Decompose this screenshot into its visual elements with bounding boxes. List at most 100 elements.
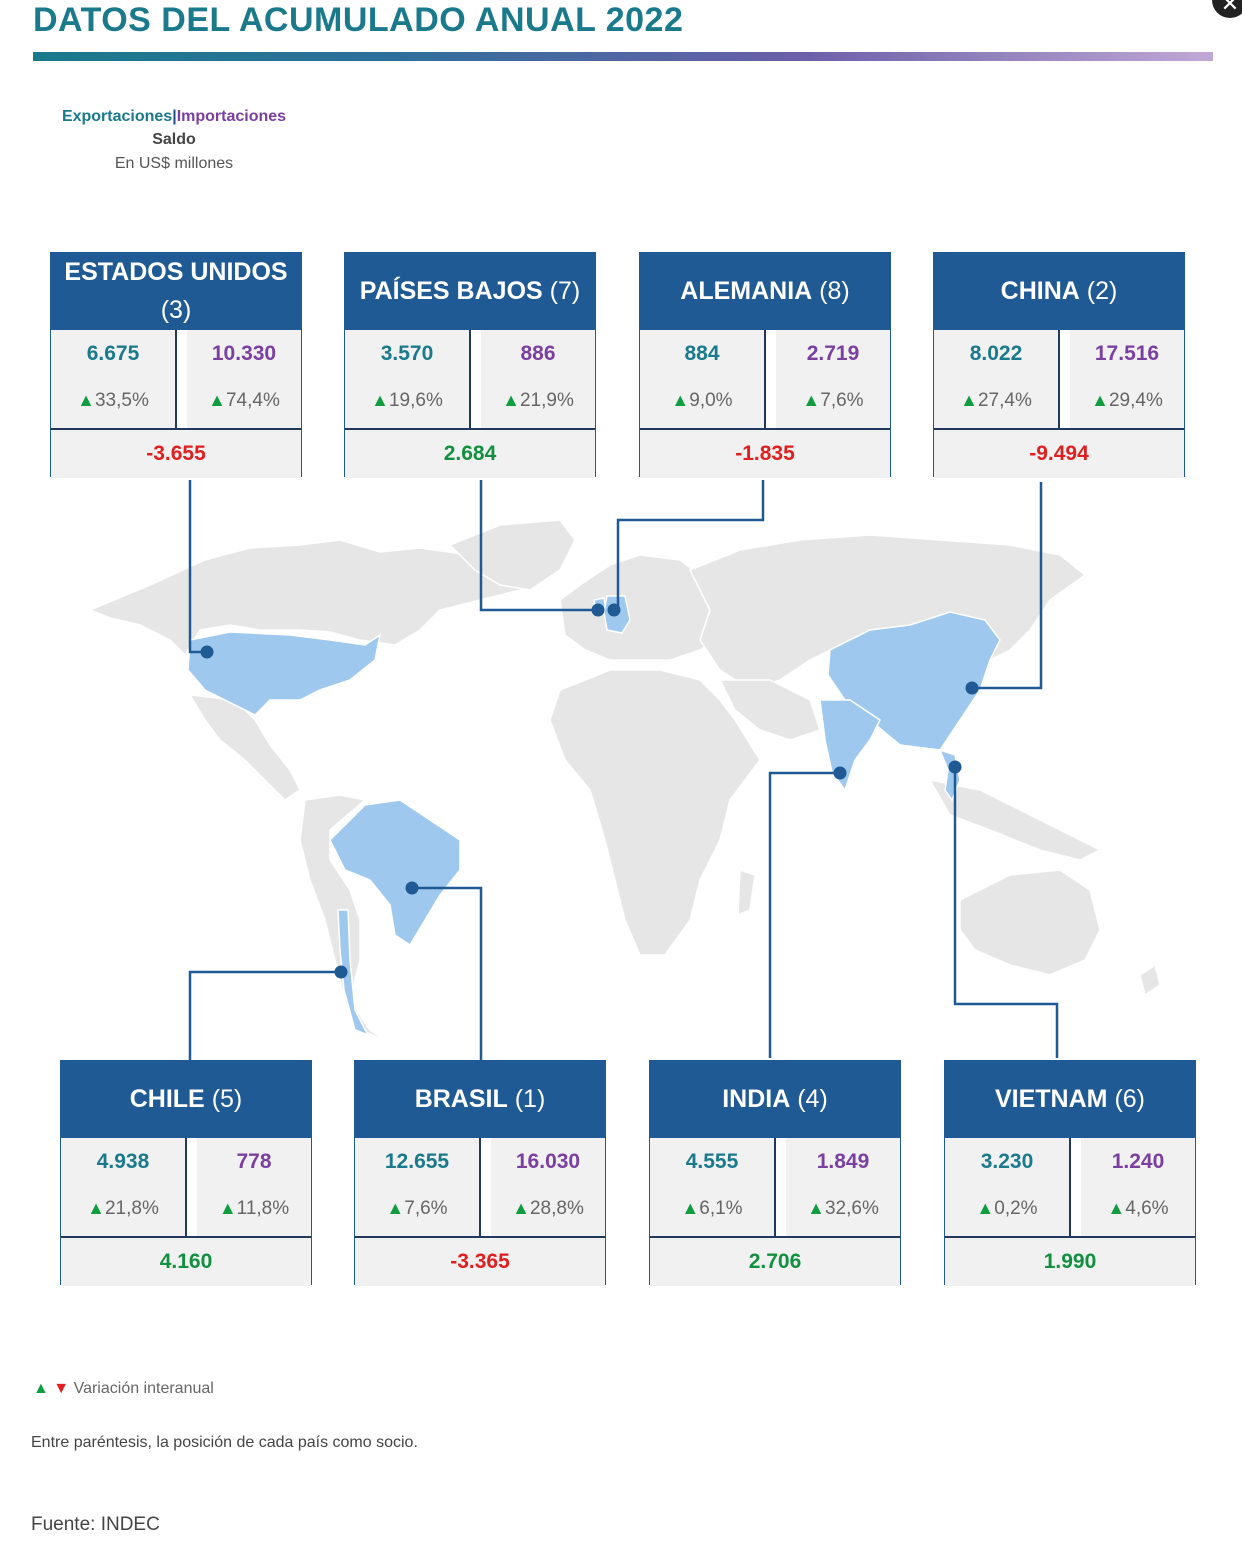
imports-variation-value: 11,8%: [236, 1198, 290, 1219]
connector-china: [972, 482, 1043, 690]
imports-cell: 778 ▲11,8%: [197, 1138, 311, 1236]
card-chile: CHILE (5) 4.938 ▲21,8% 778 ▲11,8% 4.160: [60, 1060, 312, 1286]
imports-value: 886: [520, 342, 556, 365]
card-body: 3.230 ▲0,2% 1.240 ▲4,6% 1.990: [944, 1138, 1196, 1286]
imports-variation: ▲32,6%: [786, 1198, 900, 1220]
imports-value: 1.240: [1111, 1150, 1165, 1173]
connector-brazil: [412, 886, 483, 1060]
country-name: PAÍSES BAJOS: [359, 277, 543, 305]
exports-cell: 12.655 ▲7,6%: [355, 1138, 481, 1236]
country-rank: (6): [1114, 1085, 1145, 1113]
balance-value: -1.835: [640, 428, 890, 478]
imports-variation: ▲7,6%: [776, 390, 890, 412]
imports-variation-value: 28,8%: [529, 1198, 584, 1219]
exports-cell: 884 ▲9,0%: [640, 330, 766, 428]
imports-variation-value: 32,6%: [824, 1198, 879, 1219]
exports-value: 884: [684, 342, 720, 365]
country-name: ALEMANIA: [680, 277, 813, 305]
down-triangle-icon: ▼: [53, 1380, 70, 1397]
balance-value: 4.160: [61, 1236, 311, 1286]
card-header: ALEMANIA (8): [639, 252, 891, 330]
up-triangle-icon: ▲: [33, 1380, 49, 1397]
imports-variation-value: 29,4%: [1108, 390, 1163, 411]
chile-shape: [337, 909, 370, 1037]
card-body: 12.655 ▲7,6% 16.030 ▲28,8% -3.365: [354, 1138, 606, 1286]
exports-variation-value: 19,6%: [388, 390, 443, 411]
dot-china: [965, 681, 979, 695]
exports-value: 8.022: [969, 342, 1023, 365]
card-paises-bajos: PAÍSES BAJOS (7) 3.570 ▲19,6% 886 ▲21,9%…: [344, 252, 596, 478]
dot-vietnam: [948, 760, 962, 774]
exports-variation: ▲0,2%: [945, 1198, 1069, 1220]
balance-value: -9.494: [934, 428, 1184, 478]
imports-value: 778: [236, 1150, 272, 1173]
country-name: INDIA: [722, 1085, 791, 1113]
dot-netherlands: [591, 603, 605, 617]
imports-variation: ▲4,6%: [1081, 1198, 1195, 1220]
africa-landmass: [549, 669, 761, 956]
imports-cell: 2.719 ▲7,6%: [776, 330, 890, 428]
imports-variation: ▲11,8%: [197, 1198, 311, 1220]
country-name: CHINA: [1000, 277, 1080, 305]
exports-cell: 4.938 ▲21,8%: [61, 1138, 187, 1236]
country-name: BRASIL: [414, 1085, 508, 1113]
exports-variation-value: 21,8%: [104, 1198, 159, 1219]
card-header: BRASIL (1): [354, 1060, 606, 1138]
usa-shape: [187, 631, 382, 716]
imports-variation-value: 4,6%: [1125, 1198, 1169, 1219]
imports-variation: ▲74,4%: [187, 390, 301, 412]
exports-variation-value: 9,0%: [689, 390, 733, 411]
card-header: PAÍSES BAJOS (7): [344, 252, 596, 330]
exports-cell: 4.555 ▲6,1%: [650, 1138, 776, 1236]
australia-landmass: [959, 869, 1101, 976]
card-alemania: ALEMANIA (8) 884 ▲9,0% 2.719 ▲7,6% -1.83…: [639, 252, 891, 478]
exports-value: 3.230: [980, 1150, 1034, 1173]
up-triangle-icon: ▲: [681, 1198, 700, 1218]
imports-cell: 16.030 ▲28,8%: [491, 1138, 605, 1236]
exports-value: 3.570: [380, 342, 434, 365]
imports-variation: ▲28,8%: [491, 1198, 605, 1220]
exports-variation: ▲6,1%: [650, 1198, 774, 1220]
exports-variation: ▲21,8%: [61, 1198, 185, 1220]
card-body: 884 ▲9,0% 2.719 ▲7,6% -1.835: [639, 330, 891, 478]
card-header: INDIA (4): [649, 1060, 901, 1138]
up-triangle-icon: ▲: [512, 1198, 530, 1218]
imports-cell: 10.330 ▲74,4%: [187, 330, 301, 428]
exports-variation: ▲27,4%: [934, 390, 1058, 412]
dot-germany: [607, 603, 621, 617]
exports-variation-value: 33,5%: [94, 390, 149, 411]
exports-variation: ▲7,6%: [355, 1198, 479, 1220]
up-triangle-icon: ▲: [208, 390, 226, 410]
india-shape: [819, 699, 881, 792]
country-rank: (7): [549, 277, 581, 305]
exports-variation: ▲33,5%: [51, 390, 175, 412]
imports-variation: ▲29,4%: [1070, 390, 1184, 412]
up-triangle-icon: ▲: [77, 390, 95, 410]
up-triangle-icon: ▲: [807, 1198, 825, 1218]
up-triangle-icon: ▲: [802, 390, 821, 410]
up-triangle-icon: ▲: [1091, 390, 1109, 410]
legend-balance: Saldo: [152, 131, 196, 148]
legend-imports: Importaciones: [176, 108, 287, 125]
imports-value: 1.849: [816, 1150, 870, 1173]
exports-value: 12.655: [384, 1150, 450, 1173]
imports-cell: 17.516 ▲29,4%: [1070, 330, 1184, 428]
exports-variation-value: 27,4%: [977, 390, 1032, 411]
balance-value: -3.655: [51, 428, 301, 478]
exports-cell: 8.022 ▲27,4%: [934, 330, 1060, 428]
imports-cell: 886 ▲21,9%: [481, 330, 595, 428]
card-body: 4.555 ▲6,1% 1.849 ▲32,6% 2.706: [649, 1138, 901, 1286]
balance-value: -3.365: [355, 1236, 605, 1286]
up-triangle-icon: ▲: [502, 390, 520, 410]
imports-variation-value: 7,6%: [820, 390, 864, 411]
card-china: CHINA (2) 8.022 ▲27,4% 17.516 ▲29,4% -9.…: [933, 252, 1185, 478]
exports-cell: 3.570 ▲19,6%: [345, 330, 471, 428]
country-rank: (3): [160, 296, 192, 324]
up-triangle-icon: ▲: [87, 1198, 105, 1218]
card-body: 3.570 ▲19,6% 886 ▲21,9% 2.684: [344, 330, 596, 478]
close-icon[interactable]: ✕: [1212, 0, 1242, 18]
title-underline: [33, 52, 1213, 61]
up-triangle-icon: ▲: [386, 1198, 405, 1218]
imports-value: 17.516: [1094, 342, 1160, 365]
